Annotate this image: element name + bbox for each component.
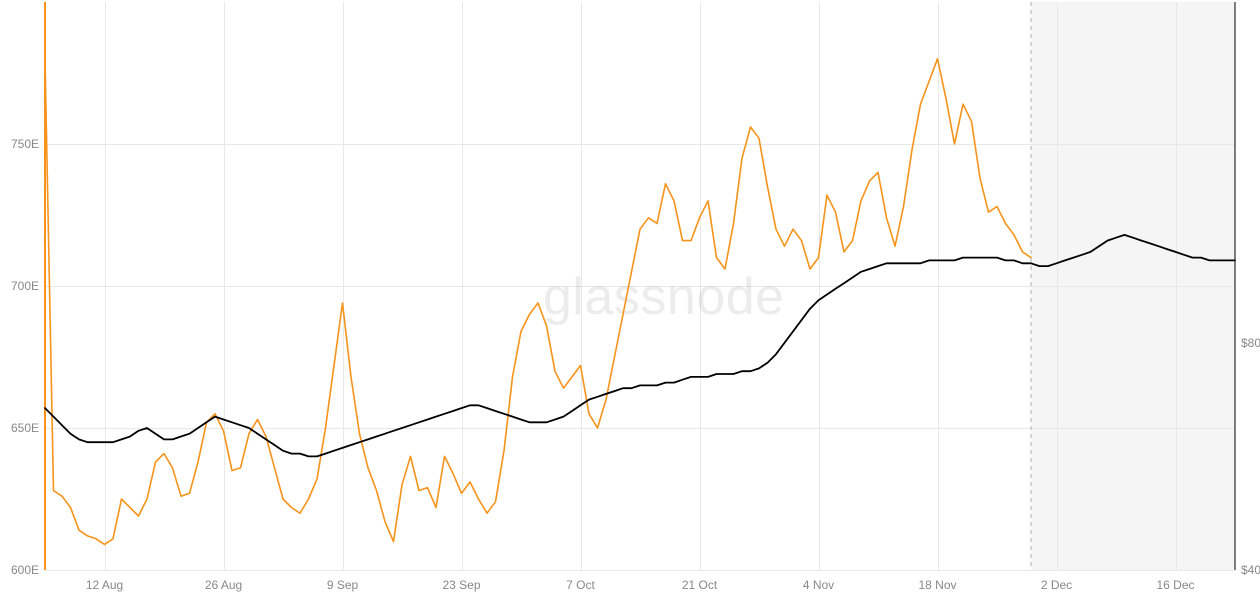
series-price: [45, 235, 1235, 457]
series-hashrate: [45, 59, 1031, 545]
plot-svg: [0, 0, 1260, 606]
line-chart: 600E650E700E750E12 Aug26 Aug9 Sep23 Sep7…: [0, 0, 1260, 606]
